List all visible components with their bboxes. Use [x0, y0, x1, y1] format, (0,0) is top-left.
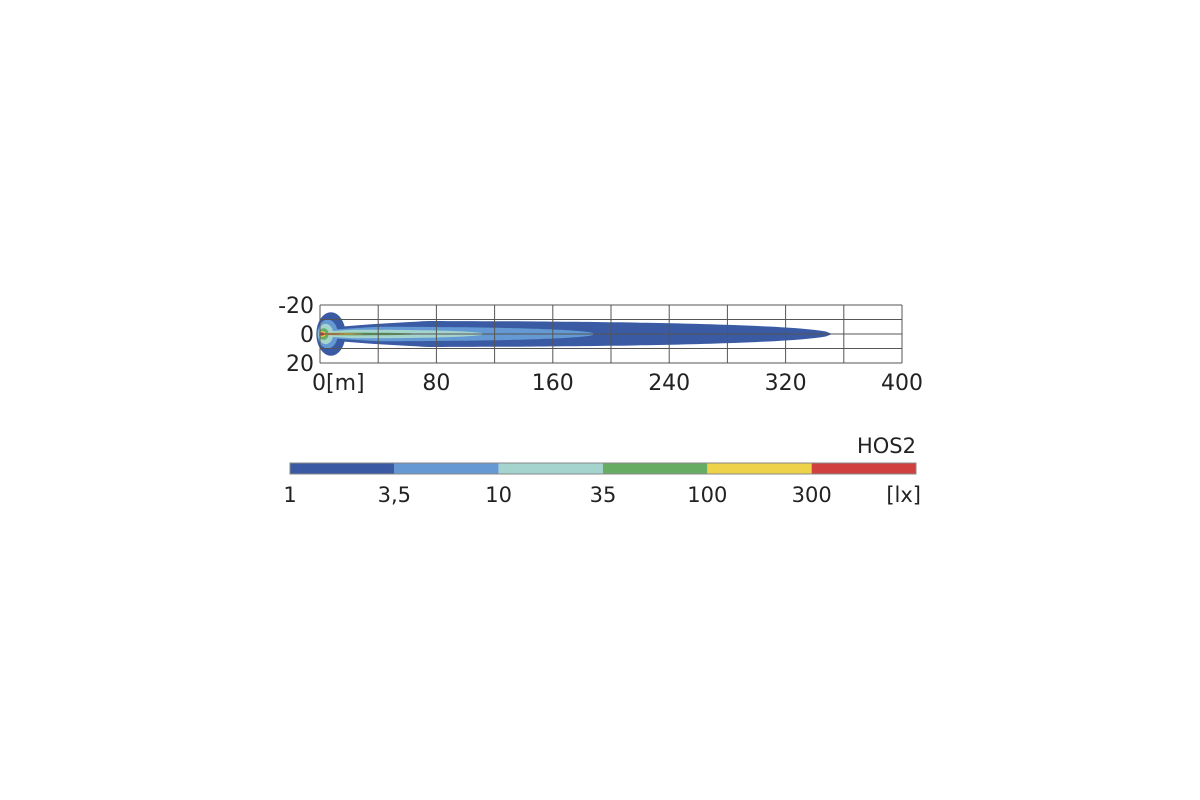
x-tick-label: 0[m] [312, 371, 365, 396]
legend-unit: [lx] [886, 483, 921, 507]
y-tick-label: 20 [286, 352, 314, 377]
y-tick-label: -20 [278, 294, 314, 319]
x-tick-label: 400 [881, 371, 923, 396]
legend-frame [289, 462, 917, 475]
x-tick-label: 240 [648, 371, 690, 396]
x-axis: 0[m] 80 160 240 320 400 [312, 371, 923, 396]
legend-label: 35 [590, 483, 617, 507]
legend-label: 3,5 [378, 483, 411, 507]
grid [319, 304, 903, 364]
legend-label: 300 [792, 483, 832, 507]
legend-swatch [603, 463, 708, 474]
legend-label: 10 [485, 483, 512, 507]
legend-swatch [811, 463, 916, 474]
x-tick-label: 160 [532, 371, 574, 396]
legend-swatch [707, 463, 812, 474]
legend-title: HOS2 [857, 434, 916, 458]
x-tick-label: 320 [765, 371, 807, 396]
y-tick-label: 0 [300, 323, 314, 348]
legend-swatch [498, 463, 603, 474]
legend: 1 3,5 10 35 100 300 [283, 462, 917, 507]
legend-label: 100 [687, 483, 727, 507]
legend-label: 1 [283, 483, 296, 507]
x-tick-label: 80 [422, 371, 450, 396]
legend-swatch [290, 463, 395, 474]
y-axis: -20 0 20 [278, 294, 314, 377]
legend-swatch [394, 463, 499, 474]
